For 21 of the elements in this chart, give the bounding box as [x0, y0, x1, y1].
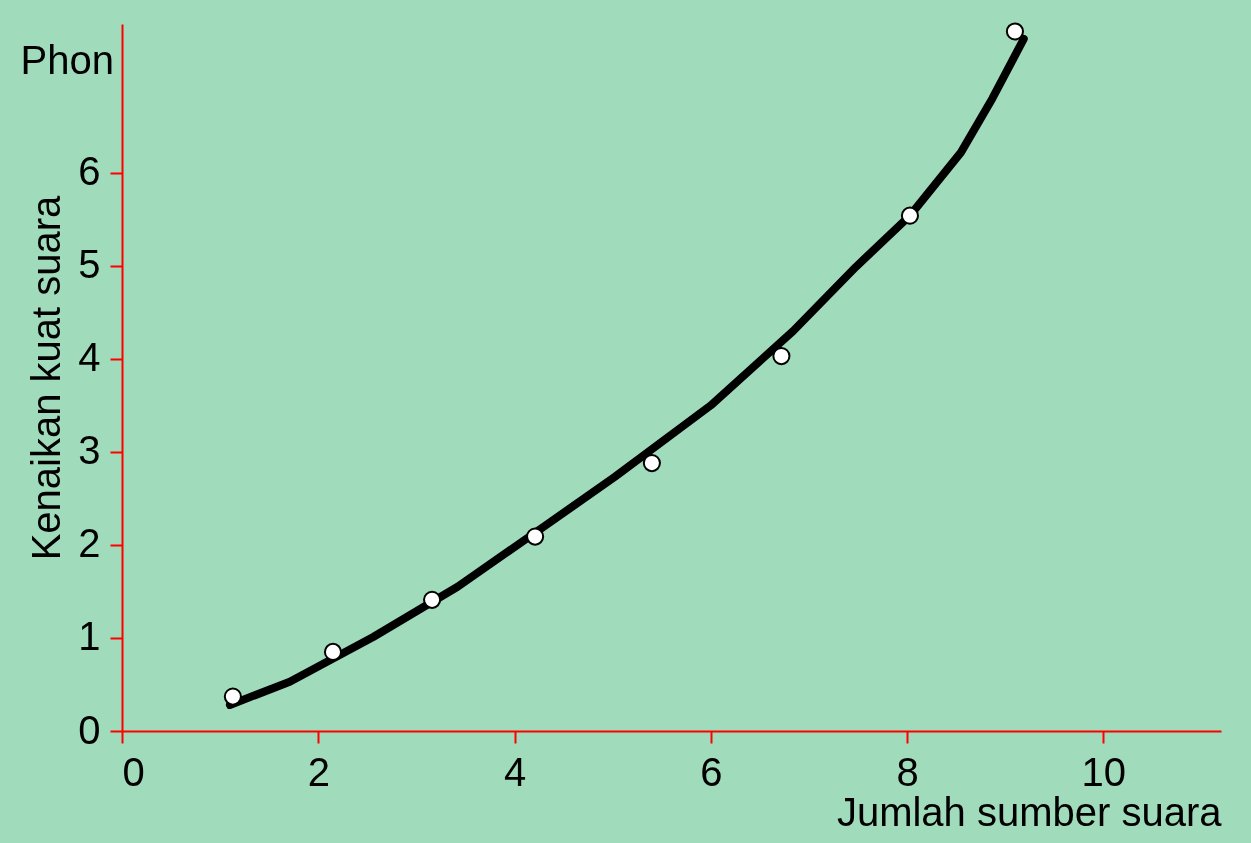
point: [772, 347, 791, 366]
y-tick-label: 0: [78, 707, 101, 752]
point: [223, 687, 242, 706]
point: [423, 590, 442, 609]
point: [642, 454, 661, 473]
y-tick-label: 3: [78, 428, 101, 473]
text: Phon: [20, 38, 114, 82]
y-tick-label: 5: [78, 242, 101, 287]
y-tick-label: 4: [78, 335, 101, 380]
y-tick-label: 1: [78, 614, 101, 659]
y-tick-label: 6: [78, 149, 101, 194]
x-tick-label: 2: [307, 749, 330, 794]
point: [900, 206, 920, 225]
y-axis-title: Kenaikan kuat suara: [24, 194, 69, 561]
point: [1005, 22, 1024, 41]
y-tick-label: 2: [78, 521, 101, 566]
x-tick-label: 0: [122, 749, 145, 794]
x-tick-label: 4: [503, 749, 527, 794]
point: [323, 642, 343, 661]
x-tick-label: 6: [700, 749, 723, 794]
point: [526, 527, 545, 546]
